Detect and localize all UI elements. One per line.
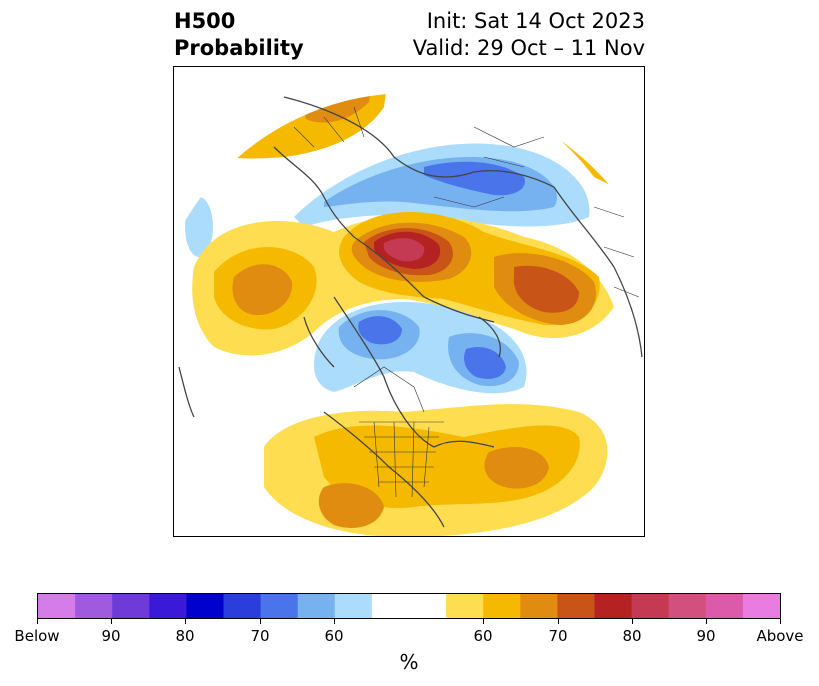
tick-label-above-80: 80 — [622, 627, 642, 645]
tick-mark — [706, 619, 707, 624]
tick-mark — [37, 619, 38, 624]
colorbar-swatch — [112, 594, 150, 618]
colorbar-swatch — [75, 594, 113, 618]
anomaly-below-atlantic — [185, 197, 213, 257]
chart-title-right: Init: Sat 14 Oct 2023 Valid: 29 Oct – 11… — [413, 8, 645, 62]
tick-mark — [260, 619, 261, 624]
tick-mark — [632, 619, 633, 624]
anomaly-below-hudson-core — [464, 347, 506, 379]
colorbar-swatch — [483, 594, 521, 618]
colorbar-swatch — [38, 594, 76, 618]
tick-label-below-80: 80 — [175, 627, 195, 645]
tick-mark — [483, 619, 484, 624]
tick-mark — [185, 619, 186, 624]
tick-label-below-60: 60 — [324, 627, 344, 645]
tick-label-above-60: 60 — [473, 627, 493, 645]
tick-label-above: Above — [756, 627, 804, 645]
anomaly-above-east-ridge-core — [513, 265, 579, 313]
init-date: Init: Sat 14 Oct 2023 — [426, 9, 645, 33]
colorbar-swatch — [371, 594, 447, 618]
political-borders — [293, 106, 640, 498]
colorbar-swatch — [631, 594, 670, 618]
tick-mark — [780, 619, 781, 624]
colorbar-swatch — [668, 594, 707, 618]
colorbar-swatch — [520, 594, 558, 618]
title-quantity: Probability — [174, 36, 304, 60]
colorbar-swatch — [705, 594, 744, 618]
map-canvas — [174, 93, 644, 536]
probability-map — [173, 66, 645, 537]
colorbar-swatch — [334, 594, 373, 618]
anomaly-above-midlat-core — [232, 264, 293, 316]
colorbar-swatch — [260, 594, 299, 618]
colorbar-swatch — [557, 594, 595, 618]
tick-mark — [558, 619, 559, 624]
colorbar — [37, 593, 781, 619]
colorbar-swatch — [297, 594, 336, 618]
colorbar-swatch — [186, 594, 224, 618]
tick-label-below-70: 70 — [250, 627, 270, 645]
tick-mark — [334, 619, 335, 624]
colorbar-swatch — [149, 594, 187, 618]
anomaly-above-gulf-core — [318, 483, 384, 528]
colorbar-swatch — [742, 594, 780, 618]
tick-label-above-70: 70 — [548, 627, 568, 645]
tick-mark — [111, 619, 112, 624]
anomaly-above-ridge-max — [383, 238, 425, 262]
colorbar-swatch — [594, 594, 633, 618]
colorbar-swatch — [223, 594, 262, 618]
tick-label-below-90: 90 — [101, 627, 121, 645]
colorbar-unit: % — [399, 650, 419, 674]
anomaly-below-eurasia-core — [424, 161, 525, 196]
colorbar-swatch — [446, 594, 484, 618]
title-variable: H500 — [174, 9, 236, 33]
chart-title-left: H500 Probability — [174, 8, 304, 62]
tick-label-below: Below — [14, 627, 60, 645]
valid-range: Valid: 29 Oct – 11 Nov — [412, 36, 645, 60]
anomaly-above-atlantic-core — [484, 447, 549, 489]
colorbar-swatches — [38, 594, 780, 618]
anomaly-below-canada-core — [358, 316, 402, 345]
tick-label-above-90: 90 — [696, 627, 716, 645]
